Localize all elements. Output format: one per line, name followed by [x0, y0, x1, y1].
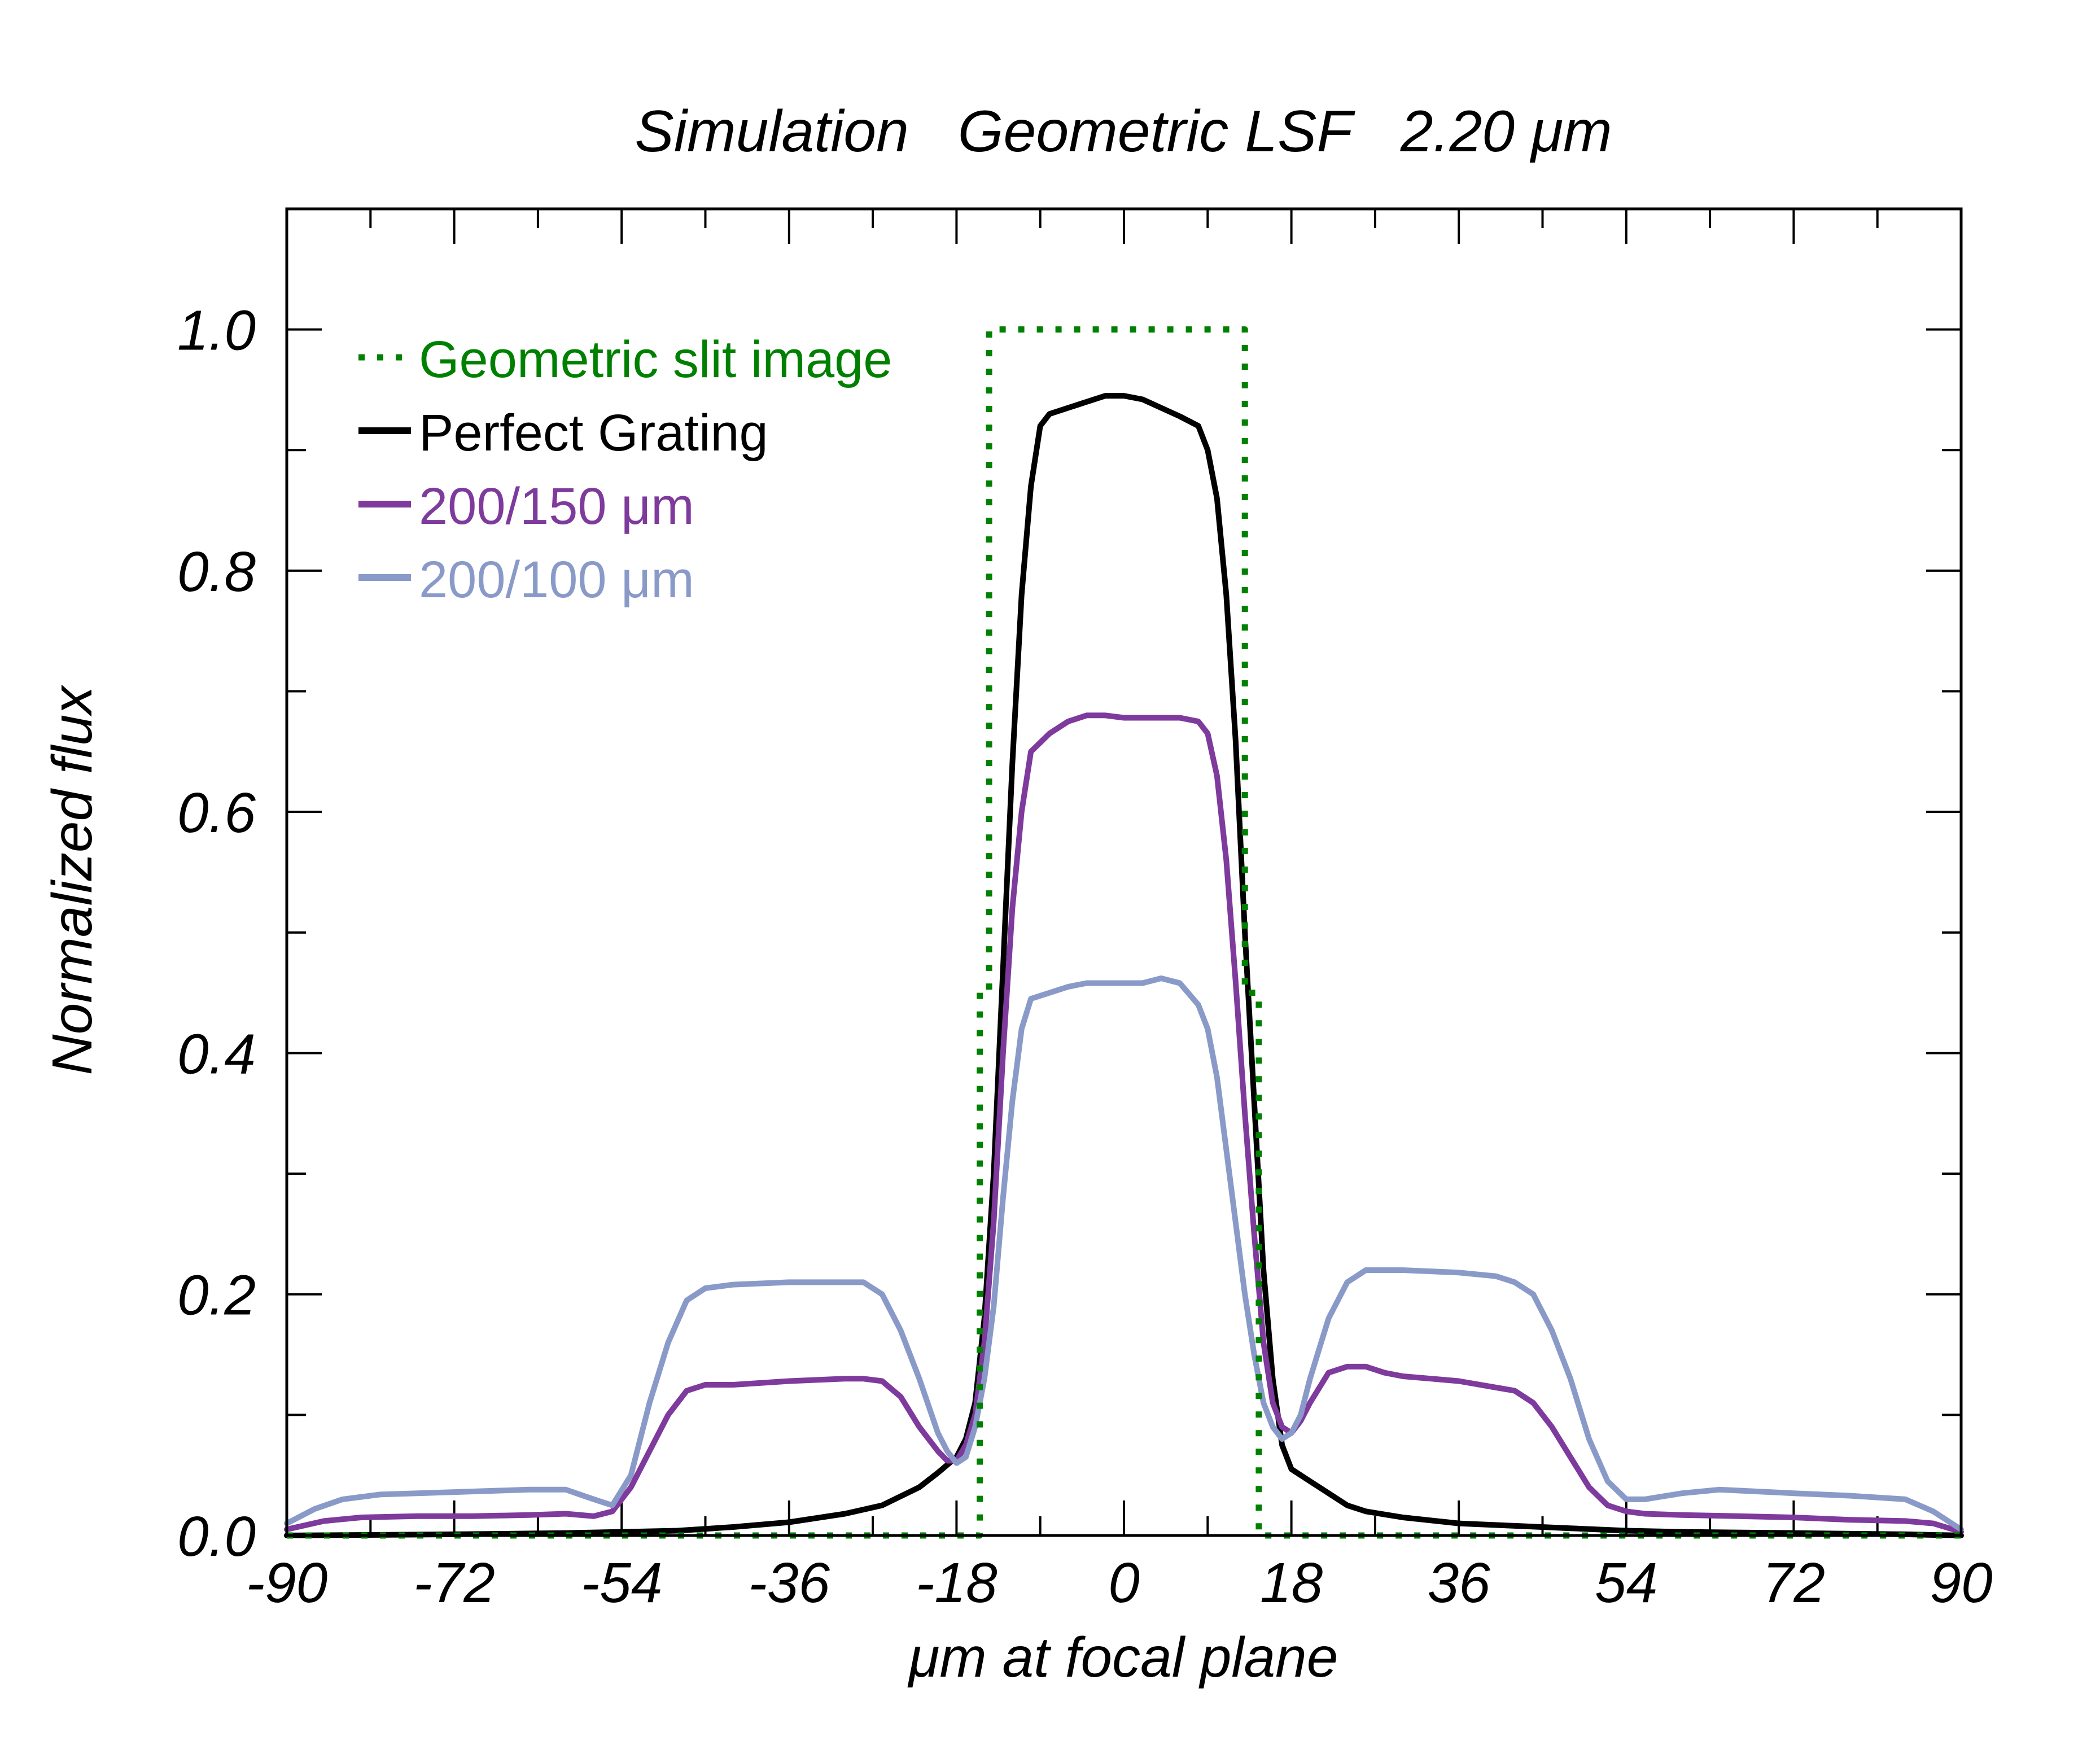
x-tick-label: 72 [1762, 1551, 1825, 1615]
series-line [284, 712, 1964, 1535]
x-tick-label: -36 [749, 1551, 830, 1615]
x-tick-label: -54 [581, 1551, 663, 1615]
legend-label: 200/150 μm [419, 478, 694, 535]
series-layer [284, 326, 1964, 1539]
plot-frame [285, 207, 1963, 1537]
legend: Geometric slit image Perfect Grating 200/1… [358, 331, 892, 609]
y-axis-label-group: Normalized flux [41, 684, 104, 1075]
x-tick-label: 36 [1428, 1551, 1491, 1615]
y-tick-label: 0.8 [177, 540, 256, 603]
legend-label: 200/100 μm [419, 551, 694, 609]
x-axis-label: μm at focal plane [907, 1626, 1338, 1689]
chart-title: Simulation Geometric LSF 2.20 μm [635, 99, 1612, 164]
x-tick-label: 90 [1930, 1551, 1992, 1615]
x-tick-label: -72 [413, 1551, 495, 1615]
legend-label: Geometric slit image [419, 331, 892, 388]
series-line [287, 326, 1961, 1539]
axis-tick-labels: -90 -72 -54 -36 -18 0 18 36 54 72 90 0.0 0.2 0.4 0.6 0.… [177, 299, 1993, 1615]
series-line [284, 393, 1964, 1538]
x-tick-label: -90 [246, 1551, 328, 1615]
y-tick-label: 1.0 [177, 299, 256, 362]
series-line [284, 975, 1964, 1533]
y-axis-label: Normalized flux [41, 684, 104, 1075]
x-tick-label: 54 [1595, 1551, 1657, 1615]
y-tick-label: 0.4 [177, 1022, 256, 1086]
x-tick-label: 18 [1260, 1551, 1323, 1615]
y-tick-label: 0.2 [177, 1264, 256, 1327]
x-tick-label: -18 [916, 1551, 998, 1615]
y-tick-label: 0.6 [177, 781, 256, 845]
x-tick-label: 0 [1108, 1551, 1140, 1615]
legend-label: Perfect Grating [419, 404, 768, 462]
y-tick-label: 0.0 [177, 1505, 256, 1568]
